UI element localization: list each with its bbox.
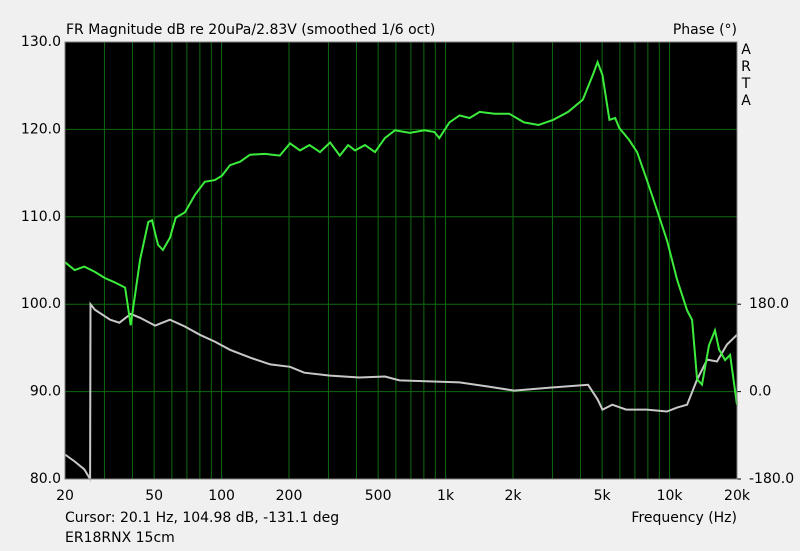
series-line: [64, 301, 738, 483]
y-tick-label: 120.0: [21, 121, 61, 137]
x-axis-label: Frequency (Hz): [631, 510, 737, 526]
footer-label: ER18RNX 15cm: [65, 530, 175, 546]
y-tick-label: 90.0: [30, 384, 61, 400]
cursor-readout: Cursor: 20.1 Hz, 104.98 dB, -131.1 deg: [65, 510, 339, 526]
x-tick-label: 10k: [657, 488, 684, 504]
y-tick-label: 80.0: [30, 471, 61, 487]
x-tick-label: 50: [145, 488, 163, 504]
series-line: [64, 59, 738, 405]
x-tick-label: 100: [208, 488, 235, 504]
x-tick-label: 500: [365, 488, 392, 504]
chart-title: FR Magnitude dB re 20uPa/2.83V (smoothed…: [66, 22, 435, 38]
x-tick-label: 2k: [504, 488, 522, 504]
y-tick-label: 130.0: [21, 34, 61, 50]
x-tick-label: 20: [56, 488, 74, 504]
y2-tick-label: -180.0: [749, 471, 794, 487]
plot-area: [65, 42, 737, 479]
x-tick-label: 20k: [724, 488, 751, 504]
y-tick-label: 110.0: [21, 209, 61, 225]
y2-tick-label: 180.0: [749, 296, 789, 312]
y2-axis-label: Phase (°): [673, 22, 737, 38]
plot-border: [64, 41, 738, 480]
x-tick-label: 1k: [437, 488, 455, 504]
y-tick-label: 100.0: [21, 296, 61, 312]
x-tick-label: 200: [276, 488, 303, 504]
x-tick-label: 5k: [594, 488, 612, 504]
y2-tick-label: 0.0: [749, 384, 771, 400]
